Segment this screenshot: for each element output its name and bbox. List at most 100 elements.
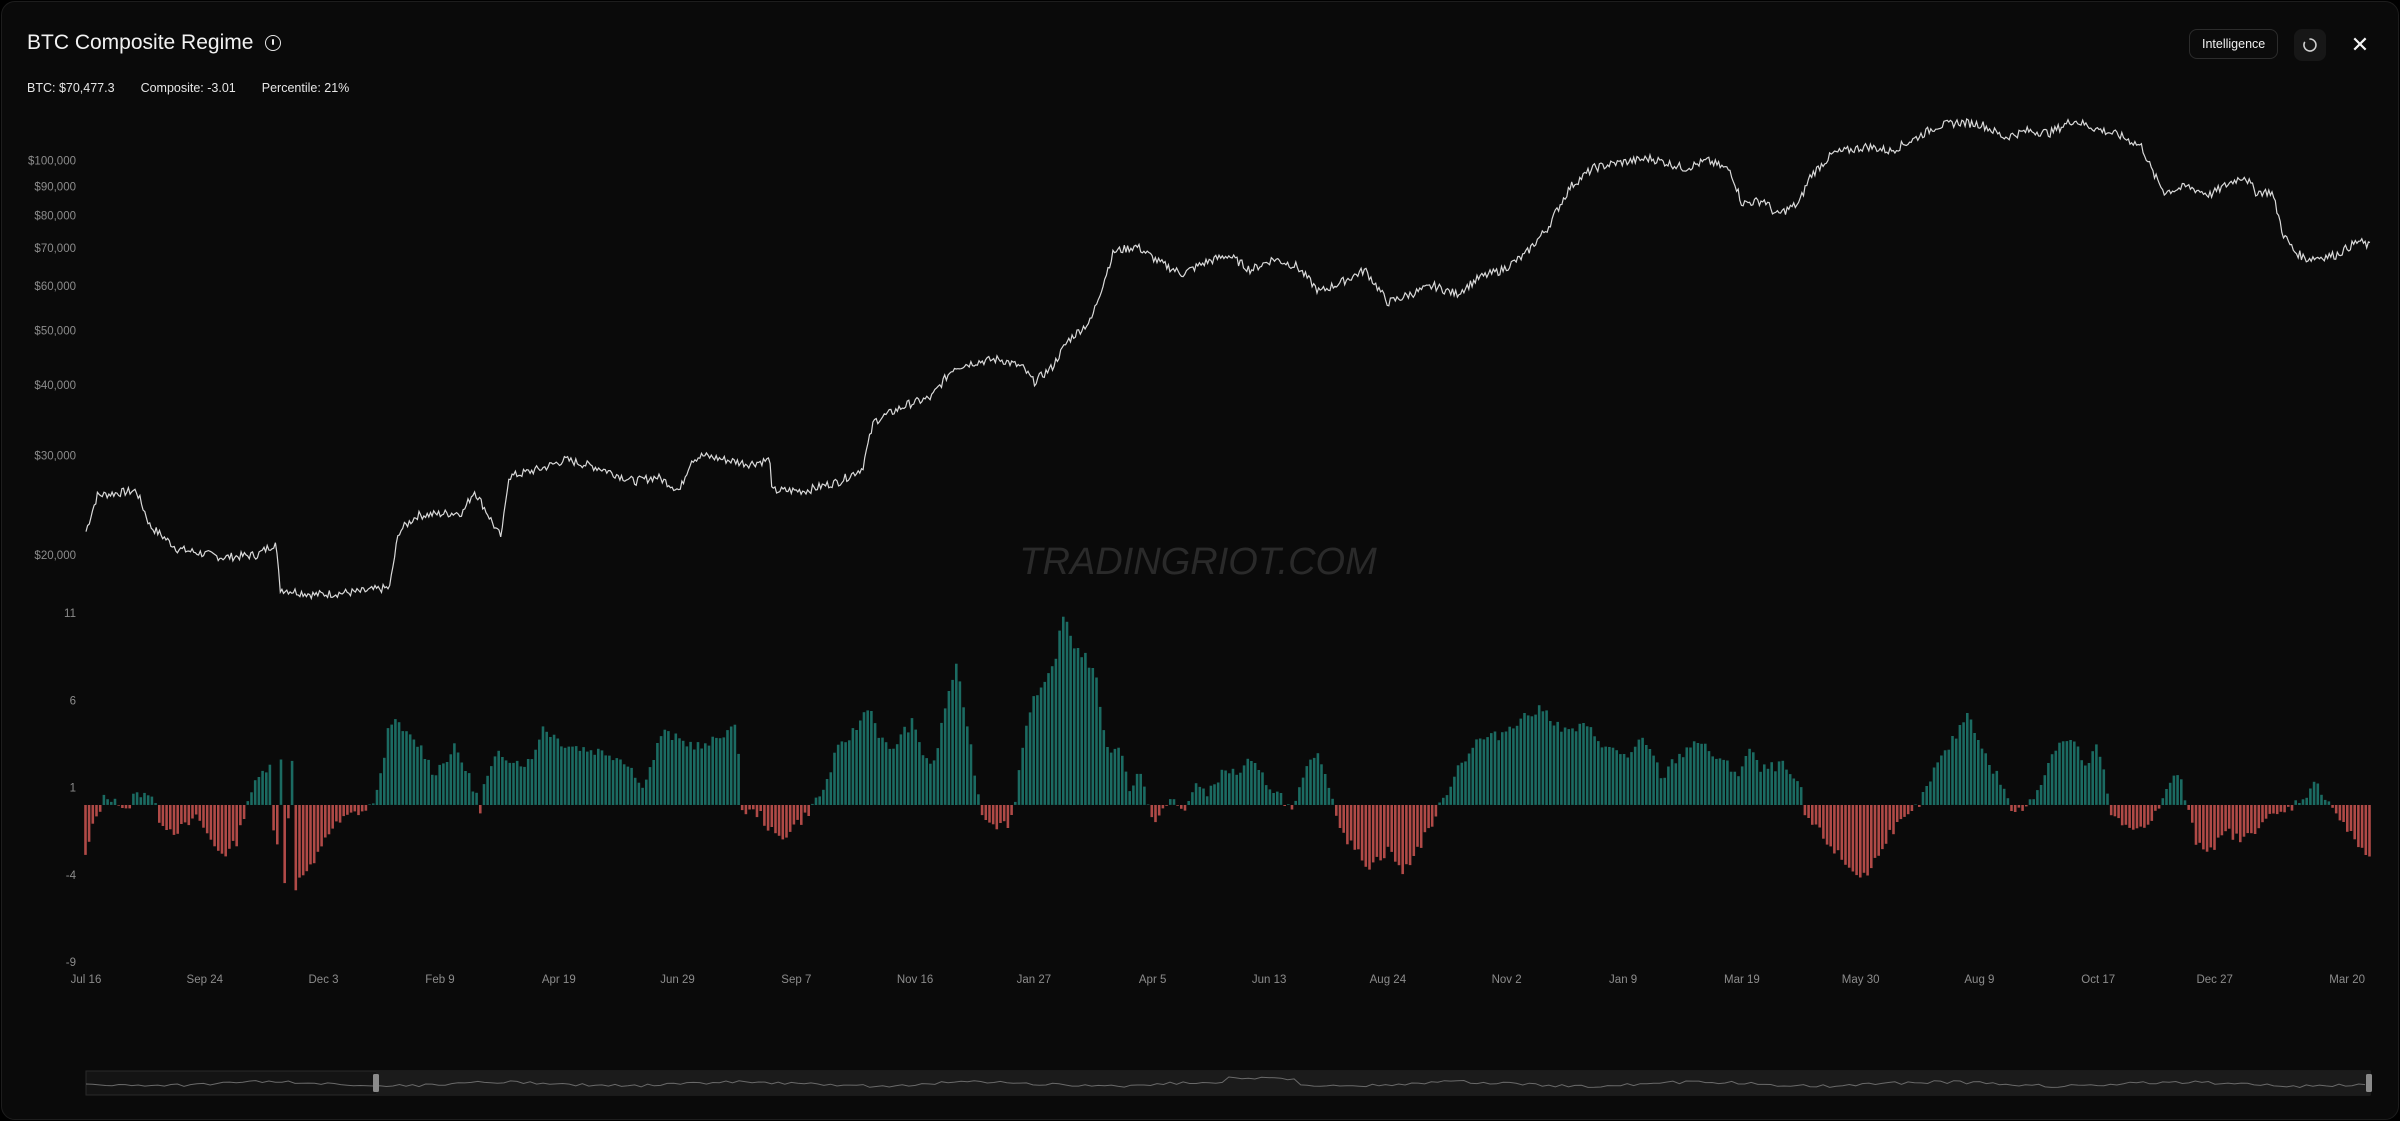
range-navigator[interactable] (85, 1070, 2372, 1096)
composite-bar (1102, 730, 1106, 805)
composite-bar (180, 805, 183, 824)
composite-bar (1803, 805, 1807, 816)
composite-bar (1722, 759, 1725, 805)
info-icon[interactable] (265, 35, 282, 51)
composite-bar (235, 805, 238, 847)
composite-bar (1301, 777, 1305, 805)
intelligence-button[interactable]: Intelligence (2189, 29, 2279, 59)
composite-bar (1471, 747, 1475, 805)
composite-bar (490, 766, 493, 805)
composite-bar (1069, 635, 1072, 805)
composite-bar (2224, 805, 2227, 832)
composite-bar (471, 791, 475, 805)
composite-bar (1663, 777, 1666, 805)
composite-bar (1604, 746, 1607, 805)
composite-bar (829, 772, 833, 805)
composite-bar (674, 733, 678, 805)
composite-bar (2087, 763, 2091, 805)
composite-bar (106, 799, 109, 805)
x-tick-label: Feb 9 (425, 974, 454, 986)
composite-bar (1552, 725, 1556, 805)
composite-bar (2294, 800, 2297, 805)
composite-bar (578, 750, 582, 805)
composite-bar (1460, 762, 1464, 805)
composite-bar (91, 805, 95, 824)
price-tick-label: $70,000 (34, 243, 76, 255)
composite-bar (2047, 763, 2050, 805)
composite-bar (493, 756, 497, 805)
composite-bar (2139, 805, 2142, 827)
composite-bar (1464, 761, 1467, 805)
composite-bar (2360, 805, 2364, 848)
composite-bar (2191, 805, 2194, 823)
composite-bar (1906, 805, 1910, 815)
composite-bar (1737, 776, 1740, 805)
composite-bar (349, 805, 353, 813)
composite-bar (1246, 758, 1250, 805)
composite-bar (2146, 805, 2150, 825)
composite-bar (895, 744, 899, 805)
composite-bar (2272, 805, 2275, 814)
composite-bar (1257, 770, 1261, 805)
composite-bar (135, 792, 139, 805)
composite-bar (1781, 760, 1785, 805)
navigator-window[interactable] (376, 1071, 2370, 1095)
composite-bar (1571, 728, 1574, 805)
composite-bar (2301, 799, 2305, 805)
composite-bar (1556, 721, 1559, 805)
composite-bar (1585, 726, 1589, 805)
composite-bar (844, 742, 847, 805)
composite-bar (2220, 805, 2224, 836)
composite-bar (1847, 805, 1851, 868)
composite-bar (1593, 736, 1596, 805)
composite-bar (1062, 616, 1065, 805)
composite-bar (604, 755, 607, 805)
composite-bar (394, 719, 397, 805)
navigator-left-handle[interactable] (373, 1074, 379, 1092)
composite-bar (1678, 753, 1681, 805)
composite-bar (1696, 743, 1700, 805)
composite-bar (718, 738, 722, 805)
composite-bar (305, 805, 309, 872)
composite-bar (1707, 751, 1711, 805)
composite-bar (290, 760, 294, 805)
close-button[interactable]: ✕ (2350, 32, 2370, 57)
composite-bar (2161, 798, 2165, 805)
composite-bar (862, 712, 866, 805)
composite-bar (1969, 719, 1973, 805)
percentile-stat: Percentile: 21% (261, 81, 350, 95)
composite-bar (1268, 789, 1272, 805)
composite-bar (2098, 756, 2102, 805)
composite-bar (1087, 667, 1091, 805)
x-tick-label: Nov 2 (1492, 974, 1522, 986)
x-tick-label: Apr 5 (1139, 974, 1167, 986)
composite-bar (1180, 805, 1183, 809)
composite-bar (641, 787, 644, 805)
composite-bar (360, 805, 364, 812)
composite-bar (1342, 805, 1345, 833)
composite-bar (1146, 804, 1150, 805)
composite-bar (95, 805, 98, 817)
composite-bar (205, 805, 209, 834)
composite-bar (2036, 790, 2039, 805)
composite-bar (331, 805, 334, 829)
composite-bar (2287, 805, 2290, 807)
composite-bar (2353, 805, 2356, 840)
composite-bar (84, 805, 87, 855)
composite-bar (1154, 805, 1157, 823)
refresh-button[interactable] (2294, 29, 2326, 61)
composite-bar (467, 773, 471, 805)
composite-bar (2076, 746, 2080, 805)
navigator-right-handle[interactable] (2366, 1074, 2372, 1092)
composite-bar (2334, 805, 2338, 814)
composite-bar (755, 805, 759, 818)
composite-bar (1637, 739, 1641, 805)
composite-bar (1589, 727, 1593, 805)
composite-bar (501, 757, 504, 805)
composite-bar (925, 758, 928, 805)
composite-bar (346, 805, 349, 815)
composite-bar (320, 805, 323, 847)
composite-bar (1482, 739, 1486, 805)
x-tick-label: Oct 17 (2081, 974, 2115, 986)
